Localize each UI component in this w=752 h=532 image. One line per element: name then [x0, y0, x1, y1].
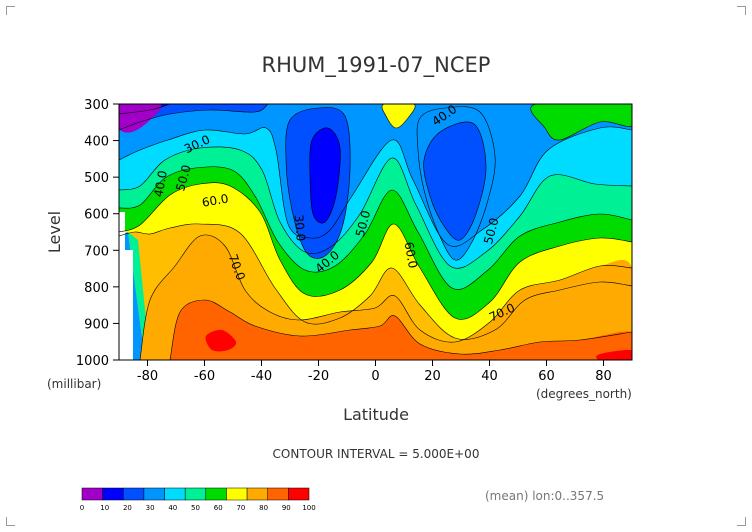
- contour-band: [596, 349, 632, 360]
- x-tick-label: -20: [308, 369, 329, 384]
- y-axis-unit: (millibar): [47, 377, 101, 391]
- footnote: (mean) lon:0..357.5: [485, 489, 604, 503]
- corner-mark-top-left: [6, 6, 15, 15]
- color-bar-tick-label: 40: [168, 504, 177, 512]
- contour-band: [382, 104, 416, 129]
- contour-label: 60.0: [201, 191, 230, 209]
- contour-line: [119, 104, 269, 131]
- color-bar: 0 10 20 30 40 50 60 70 80 90 100: [80, 487, 316, 512]
- missing-data-region: [119, 212, 125, 360]
- contour-line: [119, 126, 632, 247]
- y-tick-label: 700: [84, 244, 109, 259]
- color-bar-swatch: [246, 487, 268, 501]
- y-tick-label: 900: [84, 317, 109, 332]
- x-tick-label: -40: [251, 369, 272, 384]
- color-bar-tick-label: 10: [100, 504, 109, 512]
- color-bar-tick-label: 0: [80, 504, 84, 512]
- contour-interval-note: CONTOUR INTERVAL = 5.000E+00: [273, 447, 480, 461]
- contour-line: [119, 146, 632, 269]
- x-tick-label: 80: [595, 369, 612, 384]
- y-axis: 300 400 500 600 700 800 900 1000: [76, 98, 119, 369]
- contour-band: [170, 300, 632, 360]
- color-bar-swatch: [81, 487, 103, 501]
- contour-label: 50.0: [353, 209, 373, 238]
- contour-line: [119, 223, 632, 340]
- color-bar-swatch: [288, 487, 310, 501]
- color-bar-swatch: [226, 487, 248, 501]
- color-bar-swatch: [184, 487, 207, 501]
- y-tick-label: 500: [84, 171, 109, 186]
- contour-line: [139, 234, 632, 360]
- y-tick-label: 800: [84, 281, 109, 296]
- contour-label: 30.0: [292, 214, 308, 242]
- color-bar-tick-label: 70: [236, 504, 245, 512]
- color-bar-tick-label: 20: [123, 504, 132, 512]
- contour-band: [119, 104, 162, 133]
- contour-line: [423, 121, 487, 241]
- missing-data-region: [125, 250, 133, 360]
- x-tick-label: 40: [481, 369, 498, 384]
- corner-mark-top-right: [737, 6, 746, 15]
- color-bar-tick-label: 50: [191, 504, 200, 512]
- contour-band: [309, 127, 341, 224]
- y-tick-label: 400: [84, 135, 109, 150]
- y-axis-label: Level: [45, 211, 64, 253]
- contour-band: [530, 104, 632, 141]
- x-tick-label: -60: [194, 369, 215, 384]
- contour-band: [423, 122, 487, 241]
- x-tick-label: 60: [538, 369, 555, 384]
- color-bar-tick-label: 90: [282, 504, 291, 512]
- contour-line: [119, 182, 632, 320]
- color-bar-swatch: [123, 487, 145, 501]
- chart-title: RHUM_1991-07_NCEP: [262, 53, 491, 78]
- x-tick-label: 0: [371, 369, 379, 384]
- contour-label: 60.0: [402, 241, 420, 270]
- color-bar-swatch: [143, 487, 165, 501]
- contour-line: [416, 106, 496, 261]
- color-bar-swatch: [267, 487, 289, 501]
- corner-mark-bottom-right: [737, 517, 746, 526]
- contour-band: [119, 104, 632, 247]
- contour-lines: [119, 104, 632, 360]
- contour-bands: [119, 104, 632, 360]
- contour-line: [285, 107, 351, 259]
- x-axis-label: Latitude: [343, 405, 409, 424]
- y-tick-label: 1000: [76, 354, 109, 369]
- contour-band: [205, 329, 237, 352]
- contour-label: 50.0: [173, 163, 193, 192]
- contour-line: [309, 127, 341, 224]
- contour-line: [381, 104, 416, 129]
- y-tick-label: 300: [84, 98, 109, 113]
- color-bar-swatch: [102, 487, 124, 501]
- color-bar-swatch: [205, 487, 227, 501]
- color-bar-tick-label: 80: [259, 504, 268, 512]
- color-bar-tick-label: 60: [214, 504, 223, 512]
- color-bar-tick-label: 30: [146, 504, 155, 512]
- contour-line: [119, 166, 632, 290]
- x-tick-label: 20: [424, 369, 441, 384]
- corner-mark-bottom-left: [6, 517, 15, 526]
- y-tick-label: 600: [84, 208, 109, 223]
- color-bar-swatch: [164, 487, 186, 501]
- contour-line: [169, 299, 632, 360]
- contour-line: [119, 104, 171, 115]
- plot-area: 30.040.0 50.060.070.030.040.050.060.040.0…: [118, 103, 633, 361]
- x-axis-unit: (degrees_north): [536, 387, 632, 401]
- x-tick-label: -80: [137, 369, 158, 384]
- contour-label: 50.0: [481, 216, 501, 245]
- x-axis: -80 -60 -40 -20 0 20 40 60 80: [137, 360, 612, 384]
- contour-label: 40.0: [151, 169, 169, 198]
- color-bar-tick-label: 100: [302, 504, 315, 512]
